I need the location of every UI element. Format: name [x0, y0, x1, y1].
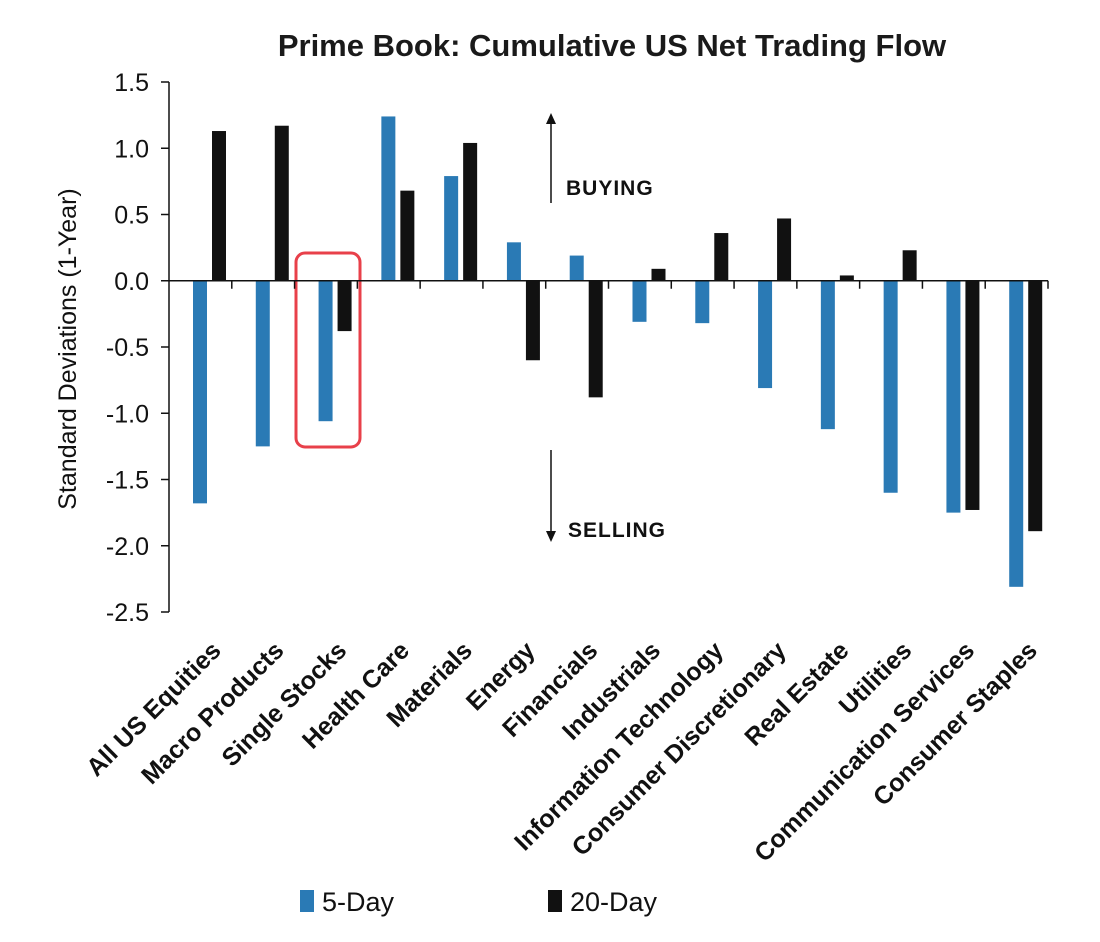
bar-5day	[255, 280, 270, 447]
bar-5day	[1009, 280, 1024, 587]
bar-20day	[337, 280, 352, 332]
bar-20day	[651, 268, 666, 281]
legend-swatch	[300, 890, 314, 912]
y-tick-label: -2.0	[106, 533, 149, 561]
bar-20day	[839, 275, 854, 281]
bar-20day	[902, 250, 917, 281]
y-axis: 1.5 1.0 0.5 0.0 -0.5 -1.0 -1.5 -2.0 -2.5	[106, 69, 170, 627]
y-tick-label: -0.5	[106, 334, 149, 362]
y-tick-label: 0.0	[114, 268, 149, 296]
bar-5day	[193, 280, 207, 504]
bar-5day	[506, 242, 521, 281]
y-tick-label: 1.5	[114, 69, 149, 97]
buying-annotation: BUYING	[566, 177, 654, 200]
y-tick-label: -1.5	[106, 467, 149, 495]
legend-label: 20-Day	[570, 887, 658, 917]
y-tick-label: 0.5	[114, 202, 149, 230]
y-axis-label: Standard Deviations (1-Year)	[54, 188, 82, 509]
y-tick-label: -2.5	[106, 599, 149, 627]
bar-20day	[463, 142, 478, 281]
highlight-box	[294, 251, 362, 449]
buying-arrow-head-icon	[546, 113, 556, 124]
bar-5day	[758, 280, 773, 389]
bar-20day	[212, 131, 226, 281]
bar-20day	[400, 190, 415, 281]
bar-5day	[318, 280, 333, 422]
bar-20day	[965, 280, 980, 510]
legend-swatch	[548, 890, 562, 912]
bar-5day	[569, 255, 584, 281]
bar-5day	[820, 280, 835, 430]
bars	[193, 116, 1043, 587]
bar-5day	[444, 176, 459, 281]
bar-20day	[525, 280, 540, 361]
bar-20day	[1028, 280, 1043, 532]
bar-20day	[588, 280, 603, 398]
bar-5day	[381, 116, 396, 281]
bar-20day	[274, 125, 289, 281]
bar-20day	[777, 218, 792, 281]
flow-annotations: BUYING SELLING	[546, 113, 666, 542]
bar-5day	[883, 280, 898, 493]
y-tick-label: -1.0	[106, 400, 149, 428]
selling-annotation: SELLING	[568, 519, 666, 542]
bar-5day	[946, 280, 961, 513]
bar-5day	[695, 280, 710, 324]
y-tick-label: 1.0	[114, 135, 149, 163]
x-axis	[169, 280, 1049, 289]
legend: 5-Day 20-Day	[300, 887, 658, 917]
selling-arrow-head-icon	[546, 531, 556, 542]
chart-title: Prime Book: Cumulative US Net Trading Fl…	[278, 28, 947, 63]
bar-20day	[714, 233, 729, 281]
legend-label: 5-Day	[322, 887, 395, 917]
bar-5day	[632, 280, 647, 322]
